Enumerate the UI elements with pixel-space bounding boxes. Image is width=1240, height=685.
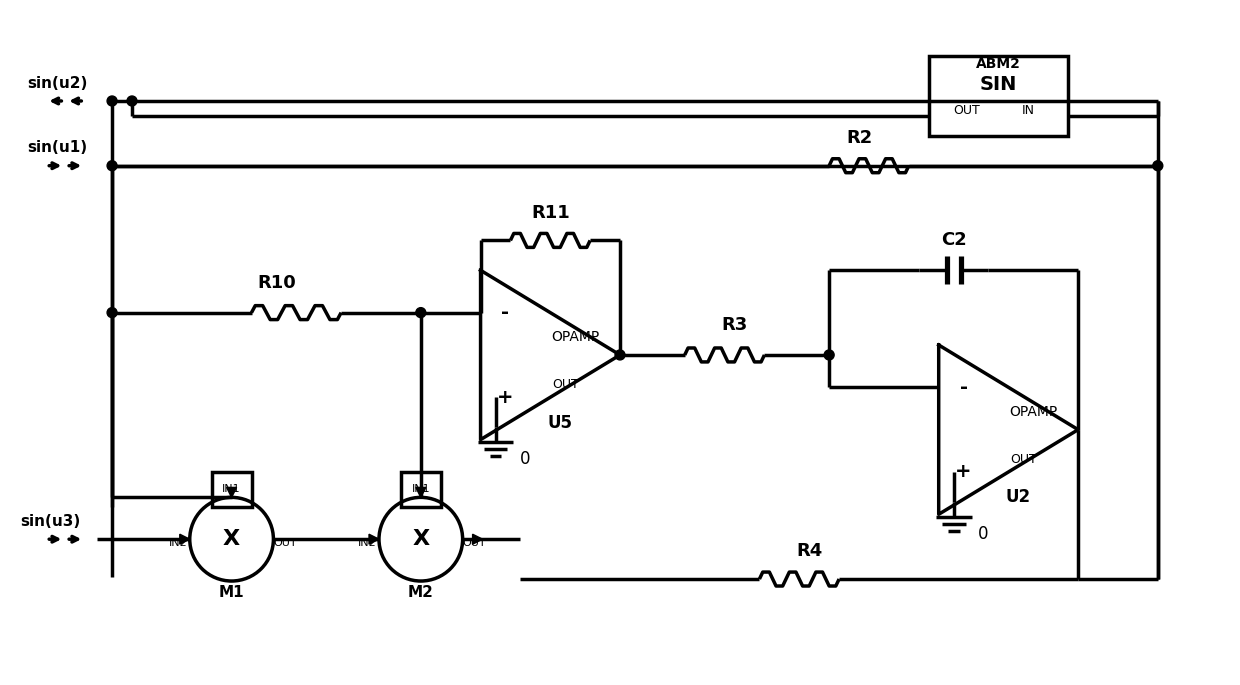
Text: IN1: IN1	[412, 484, 430, 495]
Bar	[929, 56, 1068, 136]
Text: OPAMP: OPAMP	[551, 330, 599, 344]
Polygon shape	[180, 534, 190, 544]
Text: OUT: OUT	[274, 538, 298, 548]
Text: 0: 0	[978, 525, 988, 543]
Text: IN1: IN1	[222, 484, 241, 495]
Text: -: -	[501, 303, 510, 322]
Text: X: X	[223, 530, 241, 549]
Text: sin(u3): sin(u3)	[20, 514, 81, 529]
Circle shape	[107, 308, 117, 318]
Text: OUT: OUT	[954, 104, 980, 117]
Text: SIN: SIN	[980, 75, 1017, 94]
Text: 0: 0	[520, 450, 531, 468]
Text: IN2: IN2	[357, 538, 377, 548]
Circle shape	[107, 96, 117, 106]
Text: R3: R3	[722, 316, 748, 334]
Text: R10: R10	[257, 274, 296, 292]
Bar	[401, 473, 440, 508]
Text: X: X	[412, 530, 429, 549]
Text: sin(u1): sin(u1)	[27, 140, 88, 155]
Text: OPAMP: OPAMP	[1009, 405, 1058, 419]
Text: IN: IN	[1022, 104, 1035, 117]
Text: sin(u2): sin(u2)	[27, 75, 88, 90]
Text: +: +	[497, 388, 513, 407]
Text: M2: M2	[408, 586, 434, 601]
Text: U2: U2	[1006, 488, 1030, 506]
Text: IN2: IN2	[169, 538, 187, 548]
Bar	[212, 473, 252, 508]
Circle shape	[825, 350, 835, 360]
Circle shape	[126, 96, 136, 106]
Text: R11: R11	[531, 203, 569, 221]
Text: R2: R2	[846, 129, 872, 147]
Polygon shape	[227, 488, 237, 497]
Polygon shape	[370, 534, 379, 544]
Circle shape	[107, 161, 117, 171]
Text: C2: C2	[941, 232, 966, 249]
Circle shape	[615, 350, 625, 360]
Text: U5: U5	[548, 414, 573, 432]
Text: ABM2: ABM2	[976, 57, 1021, 71]
Circle shape	[415, 308, 425, 318]
Text: OUT: OUT	[1011, 453, 1037, 466]
Text: OUT: OUT	[463, 538, 486, 548]
Circle shape	[1153, 161, 1163, 171]
Polygon shape	[415, 488, 425, 497]
Polygon shape	[472, 534, 482, 544]
Text: +: +	[955, 462, 972, 482]
Text: M1: M1	[218, 586, 244, 601]
Text: R4: R4	[796, 542, 822, 560]
Text: OUT: OUT	[552, 378, 579, 391]
Text: -: -	[960, 378, 967, 397]
